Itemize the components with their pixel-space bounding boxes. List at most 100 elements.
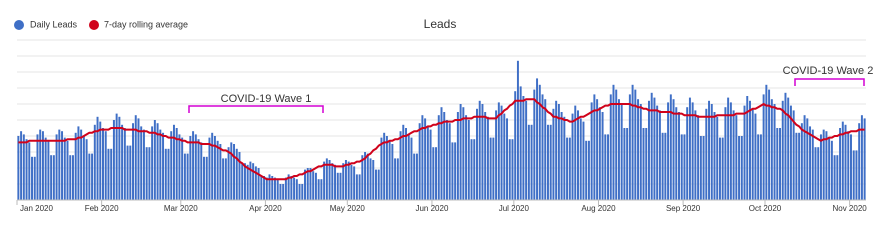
bar [115,113,118,200]
bar [36,134,39,200]
bar [268,174,271,200]
bar [418,123,421,200]
bar [132,123,135,200]
bar [85,139,88,200]
bar [211,132,214,200]
bar [489,137,492,200]
bar [312,171,315,200]
bar [102,128,104,200]
bar [765,84,768,200]
bar [421,115,424,200]
bar [80,129,83,200]
bar [593,94,596,200]
bar [607,134,610,200]
bar [839,128,842,200]
bar [208,137,211,200]
bar [814,147,817,200]
bar [809,126,812,200]
bar [413,153,416,200]
bar [230,142,233,200]
bar [424,118,427,200]
bar [530,124,533,200]
bar [757,134,760,200]
bar [426,126,429,200]
bar [366,153,369,200]
bar [525,100,528,200]
bar [478,100,481,200]
bar [167,148,170,200]
bar [568,137,571,200]
bar [432,147,435,200]
bar [647,100,650,200]
bar [511,139,514,200]
bar [178,134,181,200]
bar [265,177,268,200]
bar [536,78,539,200]
bar [678,112,680,200]
bar [282,184,285,200]
bar [257,168,260,200]
bar [276,179,279,200]
bar [462,107,465,200]
bar [325,158,328,200]
bar [347,161,350,200]
bar [759,134,762,200]
bar [541,94,544,200]
bar [806,118,809,200]
bar [467,120,470,200]
bar [546,124,549,200]
bar [197,139,200,200]
bar [227,147,230,200]
bar [402,124,405,200]
bar [811,129,814,200]
bar [93,124,96,200]
bar [429,129,432,200]
bar [28,142,31,200]
bar [405,128,407,200]
bar [830,140,833,200]
bar [216,140,219,200]
bar [789,105,792,200]
bar [642,128,645,200]
bar [353,166,356,200]
bar [358,174,361,200]
bar [577,110,579,200]
bar [369,158,372,200]
bar [63,137,66,200]
bar [459,104,462,200]
bar [123,128,126,200]
bar [751,108,754,200]
bar [246,164,249,200]
x-tick-label: Oct 2020 [749,204,782,213]
bar [219,144,222,200]
bar [380,137,383,200]
bar [192,131,195,200]
x-tick-label: Nov 2020 [832,204,867,213]
x-tick-label: Jul 2020 [499,204,530,213]
bar [213,136,216,200]
bar [500,105,503,200]
bar [298,184,301,200]
legend-swatch [14,20,24,30]
bar [189,136,192,200]
bar [538,84,541,200]
bar [153,120,156,200]
bar [320,179,323,200]
bar [66,140,69,200]
x-axis: Jan 2020 Feb 2020 Mar 2020 Apr 2020 May 2020… [16,199,867,213]
bar [121,124,124,200]
x-tick-label: Sep 2020 [666,204,701,213]
bar [205,156,208,200]
bar [454,142,457,200]
bar [484,112,487,200]
annotation-bracket [188,105,324,113]
bar [39,129,42,200]
bar [126,145,129,200]
bar [235,148,238,200]
bar [309,168,312,200]
bar [200,142,203,200]
bar [582,121,585,200]
bar [784,92,787,200]
bar [74,132,77,200]
bar [847,131,850,200]
